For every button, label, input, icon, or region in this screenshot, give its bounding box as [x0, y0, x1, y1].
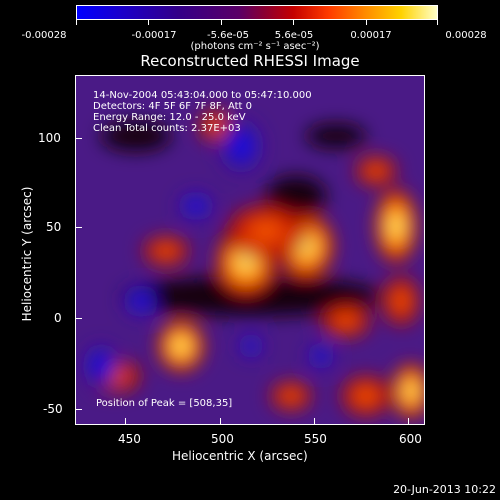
y-tick-label: 0 — [54, 311, 62, 325]
colorbar-tick — [437, 20, 438, 25]
y-axis-label: Heliocentric Y (arcsec) — [20, 186, 34, 322]
colorbar-tick-label: 0.00017 — [350, 30, 392, 41]
peak-position: Position of Peak = [508,35] — [96, 398, 233, 409]
x-tick-label: 600 — [399, 432, 422, 446]
info-energy-range: Energy Range: 12.0 - 25.0 keV — [93, 112, 246, 123]
x-axis-label: Heliocentric X (arcsec) — [172, 449, 308, 463]
x-tick — [220, 418, 221, 425]
y-tick-label: 50 — [46, 220, 62, 234]
colorbar-tick-label: 5.6e-05 — [274, 30, 314, 41]
y-tick — [75, 138, 82, 139]
plot-title: Reconstructed RHESSI Image — [140, 52, 360, 70]
y-tick — [75, 227, 82, 228]
colorbar-tick — [366, 20, 367, 25]
colorbar-tick-label: -5.6e-05 — [207, 30, 249, 41]
info-clean-counts: Clean Total counts: 2.37E+03 — [93, 123, 241, 134]
info-time-range: 14-Nov-2004 05:43:04.000 to 05:47:10.000 — [93, 90, 312, 101]
x-tick — [408, 418, 409, 425]
x-tick — [314, 418, 315, 425]
rhessi-image: 14-Nov-2004 05:43:04.000 to 05:47:10.000… — [75, 75, 425, 425]
y-tick — [75, 409, 82, 410]
info-detectors: Detectors: 4F 5F 6F 7F 8F, Att 0 — [93, 101, 253, 112]
y-tick-label: 100 — [38, 131, 61, 145]
x-tick-label: 500 — [211, 432, 234, 446]
colorbar-gradient — [77, 6, 437, 19]
image-map — [76, 76, 424, 424]
y-tick-label: -50 — [43, 402, 63, 416]
colorbar-tick — [293, 20, 294, 25]
y-tick — [75, 318, 82, 319]
colorbar — [76, 5, 438, 20]
colorbar-tick — [148, 20, 149, 25]
footer-date: 20-Jun-2013 10:22 — [393, 483, 496, 496]
x-tick-label: 450 — [118, 432, 141, 446]
x-tick — [125, 418, 126, 425]
colorbar-tick-label: -0.00017 — [131, 30, 177, 41]
x-tick-label: 550 — [304, 432, 327, 446]
colorbar-units: (photons cm⁻² s⁻¹ asec⁻²) — [190, 41, 320, 52]
colorbar-tick — [221, 20, 222, 25]
colorbar-tick-label: -0.00028 — [21, 30, 67, 41]
colorbar-tick — [76, 20, 77, 25]
colorbar-tick-label: 0.00028 — [445, 30, 487, 41]
